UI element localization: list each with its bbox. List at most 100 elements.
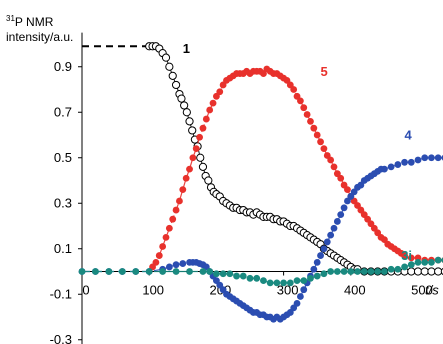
series-4-point: [381, 165, 388, 173]
series-5-point: [303, 111, 311, 118]
y-tick-label: -0.1: [50, 286, 72, 301]
series-label-3i: 3i: [401, 248, 412, 263]
series-4-point: [293, 299, 301, 307]
series-1-point: [427, 267, 436, 276]
series-4-point: [387, 163, 395, 171]
x-tick-label: 500: [411, 283, 433, 298]
series-label-5: 5: [321, 64, 328, 79]
series-5-point: [290, 86, 298, 93]
series-5-point: [344, 186, 351, 194]
series-3i-point: [132, 268, 140, 275]
series-5-point: [176, 197, 183, 205]
series-1-point: [188, 126, 197, 135]
series-4: [78, 154, 443, 323]
series-4-point: [300, 286, 308, 294]
series-3i-point: [367, 268, 375, 275]
y-axis-label-superscript: 31: [6, 14, 15, 23]
series-5-point: [209, 99, 217, 107]
series-5-point: [300, 104, 308, 112]
series-1-point: [182, 108, 191, 117]
series-5-point: [317, 138, 324, 146]
series-3i-point: [300, 277, 308, 284]
series-4-point: [179, 260, 187, 267]
series-4-point: [434, 154, 442, 162]
series-1-point: [413, 267, 423, 276]
series-5-point: [320, 145, 328, 153]
x-tick-label: 300: [277, 283, 299, 298]
series-5-line: [152, 68, 443, 268]
series-4-point: [330, 224, 338, 232]
series-4-point: [320, 245, 328, 253]
series-3i-point: [320, 270, 328, 278]
series-5-point: [155, 252, 163, 259]
series-1-point: [161, 53, 171, 62]
series-5-point: [186, 165, 193, 173]
y-tick-label: 0.3: [54, 195, 72, 210]
y-axis-label-main: P NMR: [14, 15, 54, 29]
series-3i-point: [340, 268, 348, 275]
series-3i-point: [206, 268, 214, 275]
series-4-point: [323, 238, 331, 246]
series-3i-point: [313, 272, 321, 280]
y-axis-label-line2: intensity/a.u.: [6, 30, 74, 44]
labels-layer: 1 5 4 3i: [183, 41, 413, 263]
series-5-point: [307, 117, 314, 125]
series-5-point: [192, 145, 200, 153]
y-tick-label: -0.3: [50, 332, 72, 344]
series-3i-point: [360, 268, 368, 275]
series-1: [82, 42, 443, 276]
series-3i-point: [286, 279, 294, 287]
series-1-point: [165, 62, 174, 71]
series-3i-point: [92, 268, 99, 275]
series-3i-point: [394, 265, 402, 273]
series-5-point: [182, 174, 190, 182]
series-5-point: [337, 174, 345, 182]
axes: 0.90.70.50.30.1-0.1-0.30100200300400500t…: [50, 32, 443, 344]
series-5-point: [159, 243, 167, 250]
series-3i-point: [78, 268, 86, 275]
series-3i-point: [273, 279, 281, 287]
series-3i-point: [172, 268, 180, 275]
series-5-point: [327, 156, 335, 164]
series-3i-point: [434, 256, 442, 264]
series-label-4: 4: [405, 128, 413, 143]
series-3i-point: [239, 272, 247, 280]
series-3i: [78, 256, 443, 287]
series-3i-point: [266, 279, 274, 287]
series-3i-point: [347, 268, 355, 275]
series-5-point: [313, 131, 321, 139]
series-3i-point: [280, 279, 287, 287]
series-5-point: [152, 259, 160, 266]
series-3i-point: [293, 277, 301, 284]
series-4-point: [414, 156, 422, 164]
x-tick-label: 100: [142, 283, 164, 298]
series-3i-point: [421, 259, 429, 266]
series-1-point: [177, 94, 186, 103]
series-4-point: [428, 154, 435, 162]
series-3i-point: [145, 268, 153, 275]
series-3i-point: [354, 268, 361, 275]
series-1-point: [185, 117, 194, 126]
series-label-1: 1: [183, 41, 190, 56]
y-tick-label: 0.9: [54, 59, 72, 74]
series-4-point: [333, 218, 341, 225]
series-1-point: [196, 153, 205, 162]
series-5-point: [179, 186, 187, 194]
series-5-point: [216, 88, 224, 96]
y-tick-label: 0.7: [54, 104, 72, 119]
series-3i-point: [253, 274, 261, 282]
series-3i-point: [246, 274, 254, 282]
series-3i-point: [233, 272, 240, 280]
series-3i-point: [307, 274, 314, 282]
x-tick-label: 0: [82, 283, 89, 298]
series-layer: [78, 42, 443, 323]
series-3i-point: [105, 268, 113, 275]
series-3i-point: [118, 268, 126, 275]
series-3i-point: [374, 268, 382, 275]
series-4-point: [313, 259, 321, 266]
series-4-point: [421, 154, 429, 162]
series-5-point: [189, 154, 197, 162]
series-1-point: [407, 267, 416, 276]
series-5-point: [407, 254, 415, 262]
